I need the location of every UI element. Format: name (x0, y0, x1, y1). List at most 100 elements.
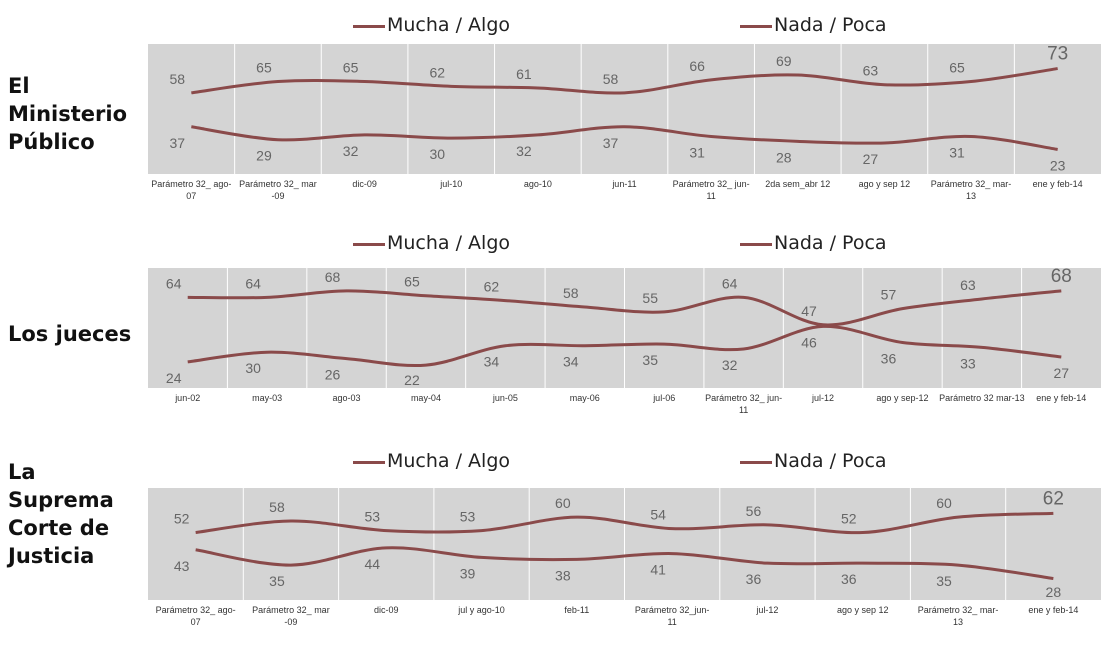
data-label: 30 (245, 360, 261, 376)
x-tick-label: ago-03 (332, 393, 361, 403)
data-label: 37 (603, 135, 619, 151)
data-label: 62 (1043, 488, 1064, 509)
legend-swatch (353, 25, 385, 28)
data-label: 53 (364, 509, 380, 525)
x-tick-label: jul y ago-10 (458, 605, 505, 615)
data-label: 60 (936, 495, 952, 511)
data-label: 61 (516, 66, 532, 82)
chart-legend: Mucha / Algo Nada / Poca (0, 228, 1111, 258)
data-label: 30 (429, 146, 445, 162)
series-line-mucha-algo (195, 511, 1054, 535)
series-line-nada-poca (195, 546, 1054, 580)
data-label: 24 (166, 370, 182, 386)
x-tick-label: jul-10 (440, 179, 463, 189)
data-label: 65 (949, 60, 965, 76)
legend-label: Nada / Poca (774, 232, 887, 254)
data-label: 46 (801, 334, 817, 350)
x-tick-label: jun-11 (612, 179, 637, 189)
legend-swatch (740, 461, 772, 464)
data-label: 53 (460, 509, 476, 525)
data-label: 64 (722, 275, 738, 291)
series-line-mucha-algo (187, 289, 1062, 327)
x-tick-label: ago y sep 12 (836, 605, 889, 615)
data-label: 37 (170, 135, 186, 151)
data-label: 34 (484, 354, 500, 370)
data-label: 66 (689, 58, 705, 74)
data-label: 56 (746, 503, 762, 519)
x-tick-label: may-04 (410, 393, 441, 403)
data-label: 27 (863, 151, 879, 167)
legend-label: Mucha / Algo (387, 14, 511, 36)
x-tick-label: dic-09 (352, 179, 377, 189)
data-label: 38 (555, 567, 571, 583)
x-tick-label: jun-02 (175, 393, 201, 403)
x-tick-label: ene y feb-14 (1028, 605, 1079, 615)
data-label: 63 (960, 277, 976, 293)
chart-panel-ministerio: Mucha / Algo Nada / Poca El Ministerio P… (0, 10, 1111, 201)
data-label: 47 (801, 303, 817, 319)
legend-swatch (353, 243, 385, 246)
plot-area: 64 64 68 65 62 58 55 64 47 57 63 68 24 30 26 22 34 34 35 32… (148, 268, 1101, 388)
legend-label: Nada / Poca (774, 14, 887, 36)
data-label: 52 (841, 511, 857, 527)
data-label: 63 (863, 63, 879, 79)
data-label: 65 (343, 60, 359, 76)
data-label: 28 (776, 149, 792, 165)
x-tick-label: jun-05 (492, 393, 518, 403)
data-label: 41 (650, 562, 666, 578)
data-label: 43 (174, 558, 190, 574)
x-tick-label: ago-10 (523, 179, 552, 189)
data-label: 58 (563, 285, 579, 301)
x-tick-label: ene y feb-14 (1032, 179, 1083, 189)
data-label: 73 (1047, 44, 1068, 65)
data-label: 27 (1054, 365, 1070, 381)
data-label: 23 (1050, 157, 1066, 173)
plot-svg: 64 64 68 65 62 58 55 64 47 57 63 68 24 30 26 22 34 34 35 32… (166, 268, 1072, 388)
data-label: 44 (364, 556, 380, 572)
data-label: 33 (960, 355, 976, 371)
plot-area: 58 65 65 62 61 58 66 69 63 65 73 37 29 32 30 32 37 31 28 27… (148, 44, 1101, 174)
data-label: 28 (1046, 584, 1062, 600)
data-label: 55 (642, 290, 658, 306)
x-tick-label: Parámetro 32_ mar -09 (239, 179, 317, 201)
x-tick-label: may-06 (569, 393, 600, 403)
data-label: 65 (404, 274, 420, 290)
data-label: 58 (603, 71, 619, 87)
data-label: 36 (881, 351, 897, 367)
data-label: 22 (404, 372, 420, 388)
chart-title: La Suprema Corte de Justicia (8, 460, 114, 568)
x-tick-label: Parámetro 32_ ago-07 (151, 179, 232, 201)
data-label: 36 (746, 571, 762, 587)
x-tick-label: ene y feb-14 (1036, 393, 1087, 403)
series-line-nada-poca (187, 324, 1062, 368)
x-tick-label: Parámetro 32_ mar-13 (917, 605, 999, 627)
x-tick-label: ago y sep-12 (876, 393, 929, 403)
chart-title: Los jueces (8, 322, 132, 346)
legend-swatch (353, 461, 385, 464)
data-label: 57 (881, 287, 897, 303)
x-tick-label: Parámetro 32_ mar-13 (930, 179, 1012, 201)
data-label: 60 (555, 495, 571, 511)
data-label: 68 (1051, 268, 1072, 287)
legend-swatch (740, 243, 772, 246)
x-tick-label: Parámetro 32_ jun-11 (672, 179, 750, 201)
data-label: 32 (343, 143, 359, 159)
x-tick-label: jul-12 (812, 393, 835, 403)
data-label: 65 (256, 60, 272, 76)
x-tick-label: jul-12 (756, 605, 779, 615)
plot-area: 52 58 53 53 60 54 56 52 60 62 43 35 44 39 38 41 36 36 35 28 (148, 488, 1101, 600)
x-tick-label: Parámetro 32_jun- 11 (634, 605, 710, 627)
data-label: 35 (936, 573, 952, 589)
data-label: 69 (776, 53, 792, 69)
data-label: 62 (484, 279, 500, 295)
data-label: 68 (325, 269, 341, 285)
x-tick-label: ago y sep 12 (858, 179, 911, 189)
chart-legend: Mucha / Algo Nada / Poca (0, 446, 1111, 476)
x-tick-label: jul-06 (653, 393, 676, 403)
x-tick-label: Parámetro 32 mar-13 (939, 393, 1025, 403)
series-line-mucha-algo (191, 67, 1058, 95)
data-label: 29 (256, 148, 272, 164)
x-tick-label: Parámetro 32_ jun-11 (705, 393, 783, 415)
x-tick-label: 2da sem_abr 12 (765, 179, 831, 189)
x-tick-label: Parámetro 32_ mar -09 (252, 605, 330, 627)
